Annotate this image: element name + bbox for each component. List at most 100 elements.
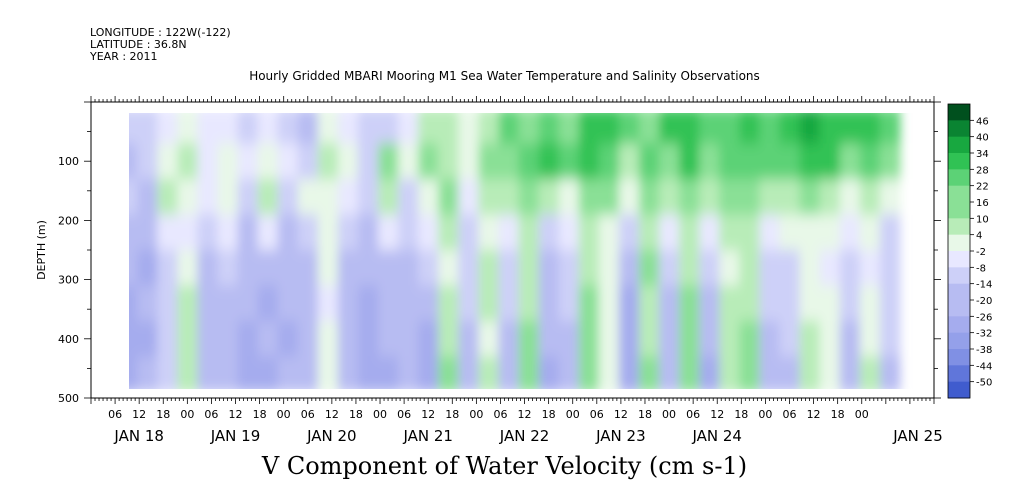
x-hour-label: 12 (518, 408, 532, 421)
heatmap-cells (129, 113, 901, 389)
x-date-label: JAN 22 (499, 427, 550, 445)
heat-cell (458, 250, 479, 287)
heat-cell (317, 214, 339, 251)
heat-cell (799, 113, 821, 145)
x-hour-label: 06 (397, 408, 411, 421)
heat-cell (458, 214, 479, 251)
heat-cell (357, 285, 379, 322)
colorbar-label: -32 (976, 329, 992, 340)
heat-cell (337, 250, 359, 287)
y-tick-label: 400 (58, 333, 79, 346)
x-hour-label: 12 (132, 408, 146, 421)
x-hour-label: 06 (590, 408, 604, 421)
y-tick-label: 100 (58, 155, 79, 168)
heat-cell (177, 250, 198, 287)
x-hour-label: 00 (855, 408, 869, 421)
year-label: YEAR : 2011 (90, 50, 158, 63)
heat-cell (277, 178, 299, 216)
heat-cell (137, 250, 158, 287)
colorbar-label: 34 (976, 149, 989, 160)
heat-cell (177, 143, 198, 180)
heat-cell (638, 250, 660, 287)
heat-cell (879, 113, 901, 145)
heat-cell (859, 143, 881, 180)
heat-cell (458, 178, 479, 216)
heat-cell (739, 356, 760, 389)
x-hour-label: 18 (638, 408, 652, 421)
heat-cell (759, 113, 781, 145)
heat-cell (558, 113, 580, 145)
heat-cell (237, 321, 259, 358)
heat-cell (129, 321, 138, 358)
x-hour-label: 18 (542, 408, 556, 421)
heat-cell (759, 356, 781, 389)
heat-cell (739, 113, 760, 145)
heat-cell (759, 143, 781, 180)
heat-cell (317, 178, 339, 216)
heat-cell (679, 250, 700, 287)
heat-cell (578, 143, 600, 180)
heat-cell (458, 113, 479, 145)
heat-cell (277, 356, 299, 389)
heat-cell (739, 178, 760, 216)
heat-cell (659, 321, 680, 358)
heat-cell (277, 250, 299, 287)
heat-cell (679, 356, 700, 389)
heat-cell (357, 321, 379, 358)
heat-cell (618, 356, 640, 389)
heat-cell (618, 214, 640, 251)
heat-cell (157, 113, 178, 145)
heat-cell (277, 214, 299, 251)
heat-cell (638, 113, 660, 145)
heat-cell (418, 285, 439, 322)
heat-cell (618, 321, 640, 358)
heat-cell (498, 321, 520, 358)
heat-cell (558, 250, 580, 287)
chart-title: Hourly Gridded MBARI Mooring M1 Sea Wate… (249, 69, 760, 83)
heat-cell (237, 356, 259, 389)
colorbar-label: -38 (976, 345, 992, 356)
heat-cell (217, 285, 239, 322)
heat-cell (618, 178, 640, 216)
colorbar-swatch (948, 169, 970, 187)
heat-cell (659, 178, 680, 216)
colorbar-label: 46 (976, 116, 989, 127)
heat-cell (879, 250, 901, 287)
colorbar-swatch (948, 267, 970, 285)
heat-cell (839, 113, 861, 145)
heat-cell (378, 113, 399, 145)
heat-cell (659, 285, 680, 322)
heat-cell (217, 113, 239, 145)
heat-cell (638, 356, 660, 389)
colorbar-swatch (948, 316, 970, 334)
heat-cell (398, 214, 419, 251)
heat-cell (297, 321, 319, 358)
heat-cell (438, 250, 459, 287)
colorbar-swatch (948, 251, 970, 268)
heat-cell (197, 143, 219, 180)
heat-cell (659, 113, 680, 145)
heat-cell (598, 143, 620, 180)
x-hour-label: 06 (108, 408, 122, 421)
heat-cell (538, 356, 560, 389)
heat-cell (518, 250, 540, 287)
heat-cell (879, 143, 901, 180)
heat-cell (498, 356, 520, 389)
heat-cell (799, 214, 821, 251)
x-hour-label: 06 (493, 408, 507, 421)
heat-cell (257, 113, 279, 145)
heat-cell (418, 356, 439, 389)
heat-cell (378, 321, 399, 358)
heat-cell (398, 285, 419, 322)
heat-cell (538, 214, 560, 251)
colorbar-swatch (948, 300, 970, 317)
heat-cell (598, 113, 620, 145)
heat-cell (458, 285, 479, 322)
heat-cell (458, 356, 479, 389)
heat-cell (739, 285, 760, 322)
heat-cell (518, 143, 540, 180)
colorbar-swatch (948, 332, 970, 350)
heat-cell (538, 178, 560, 216)
heat-cell (799, 178, 821, 216)
x-hour-label: 12 (325, 408, 339, 421)
